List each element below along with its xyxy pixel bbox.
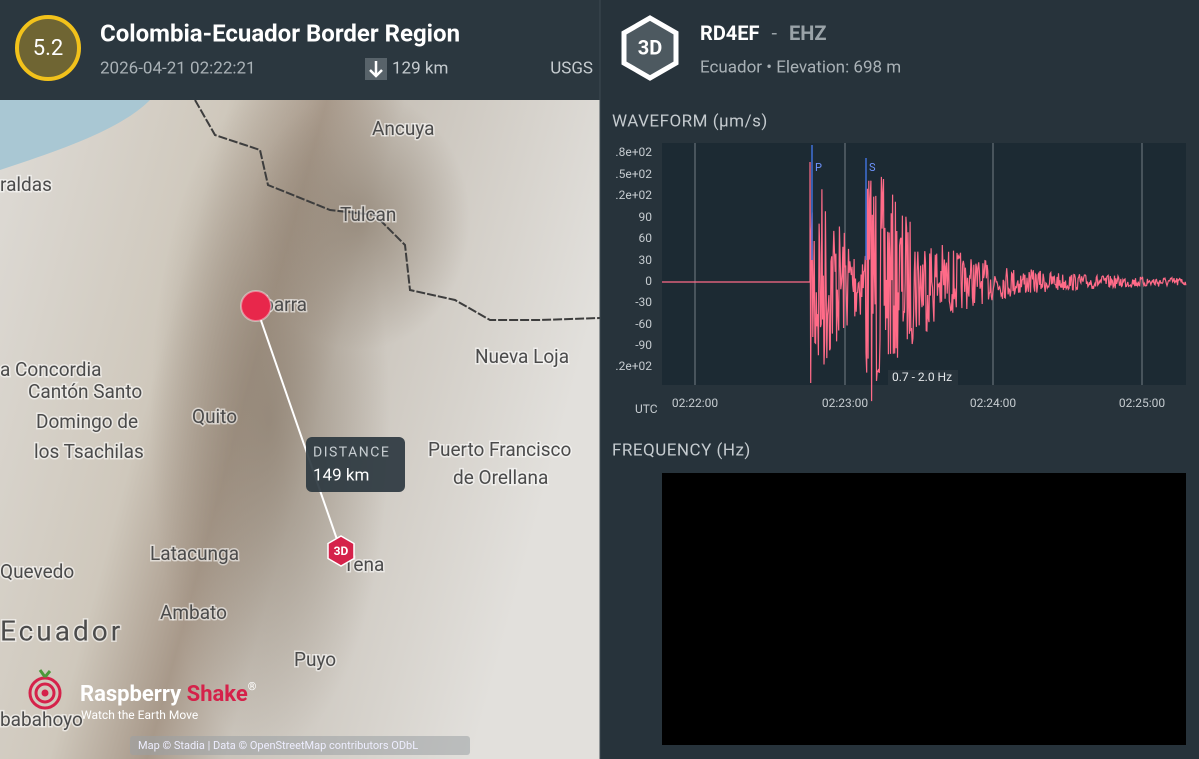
tagline: Watch the Earth Move (81, 708, 198, 722)
phase-label: S (869, 161, 876, 174)
y-tick-label: .2e+02 (615, 359, 652, 373)
event-header (0, 0, 600, 100)
brand-name: Raspberry (80, 682, 182, 707)
x-tick-label: 02:25:00 (1119, 396, 1166, 410)
distance-label: DISTANCE (313, 445, 390, 461)
place-label: Cantón Santo (28, 380, 142, 403)
y-tick-label: 90 (639, 210, 653, 224)
place-label: los Tsachilas (34, 440, 144, 463)
time-zone: UTC (635, 402, 658, 416)
brand: Raspberry Shake® (80, 680, 257, 707)
frequency-title: FREQUENCY (Hz) (612, 440, 751, 460)
place-label: a Concordia (0, 358, 101, 381)
place-label: Ambato (160, 601, 227, 624)
station-title: RD4EF - EHZ (700, 21, 827, 45)
y-tick-label: .2e+02 (615, 188, 652, 202)
station-location: Ecuador • Elevation: 698 m (700, 57, 901, 77)
y-tick-label: 30 (639, 253, 653, 267)
depth: 129 km (392, 58, 448, 78)
y-tick-label: .8e+02 (615, 145, 652, 159)
place-label: Quevedo (0, 560, 74, 583)
y-tick-label: -90 (635, 338, 652, 352)
place-label: Ancuya (372, 117, 435, 140)
depth-arrow (369, 61, 383, 78)
place-label: Domingo de (36, 410, 138, 433)
x-tick-label: 02:22:00 (672, 396, 719, 410)
waveform-trace (662, 161, 1187, 402)
brand-logo (28, 669, 62, 710)
distance-line (255, 305, 342, 552)
filter-box (888, 370, 958, 386)
phase-label: P (815, 161, 822, 174)
event-time: 2026-04-21 02:22:21 (100, 58, 256, 78)
border (194, 99, 601, 321)
brand-mark: ® (248, 680, 257, 693)
place-label: Ecuador (0, 614, 123, 647)
place-label: babahoyo (0, 708, 83, 731)
spectrogram-plot (662, 473, 1186, 745)
station-code: RD4EF (700, 21, 760, 45)
place-label: Quito (192, 405, 237, 428)
attribution-box (130, 736, 470, 755)
magnitude-badge (15, 15, 81, 81)
distance-value: 149 km (313, 465, 369, 485)
place-label: Puyo (294, 648, 336, 671)
filter-label: 0.7 - 2.0 Hz (892, 370, 952, 384)
y-tick-label: -30 (635, 295, 652, 309)
y-tick-label: .5e+02 (615, 167, 652, 181)
station-badge-label: 3D (638, 35, 662, 59)
place-label: Latacunga (150, 542, 239, 565)
x-tick-label: 02:24:00 (970, 396, 1017, 410)
region: Colombia-Ecuador Border Region (100, 19, 460, 47)
x-tick-label: 02:23:00 (822, 396, 869, 410)
epicenter[interactable] (240, 290, 272, 322)
y-tick-label: 0 (645, 274, 652, 288)
source: USGS (550, 58, 593, 78)
waveform-title: WAVEFORM (μm/s) (612, 111, 768, 131)
place-label: de Orellana (453, 466, 548, 489)
ocean (0, 100, 150, 170)
y-tick-label: -60 (635, 317, 652, 331)
place-label: raldas (0, 173, 52, 196)
channel: EHZ (789, 21, 827, 45)
distance-tooltip (306, 437, 405, 492)
magnitude: 5.2 (33, 36, 64, 61)
attribution[interactable]: Map © Stadia | Data © OpenStreetMap cont… (138, 739, 418, 752)
y-tick-label: 60 (639, 231, 653, 245)
station-marker-label: 3D (334, 544, 349, 558)
place-label: Nueva Loja (475, 345, 569, 368)
terrain (250, 90, 470, 350)
brand-accent: Shake (187, 682, 248, 707)
station-marker[interactable] (327, 535, 355, 567)
separator: - (772, 21, 778, 45)
place-label: Puerto Francisco (428, 438, 571, 461)
station-badge (621, 15, 679, 81)
place-label: Tulcan (340, 203, 396, 226)
